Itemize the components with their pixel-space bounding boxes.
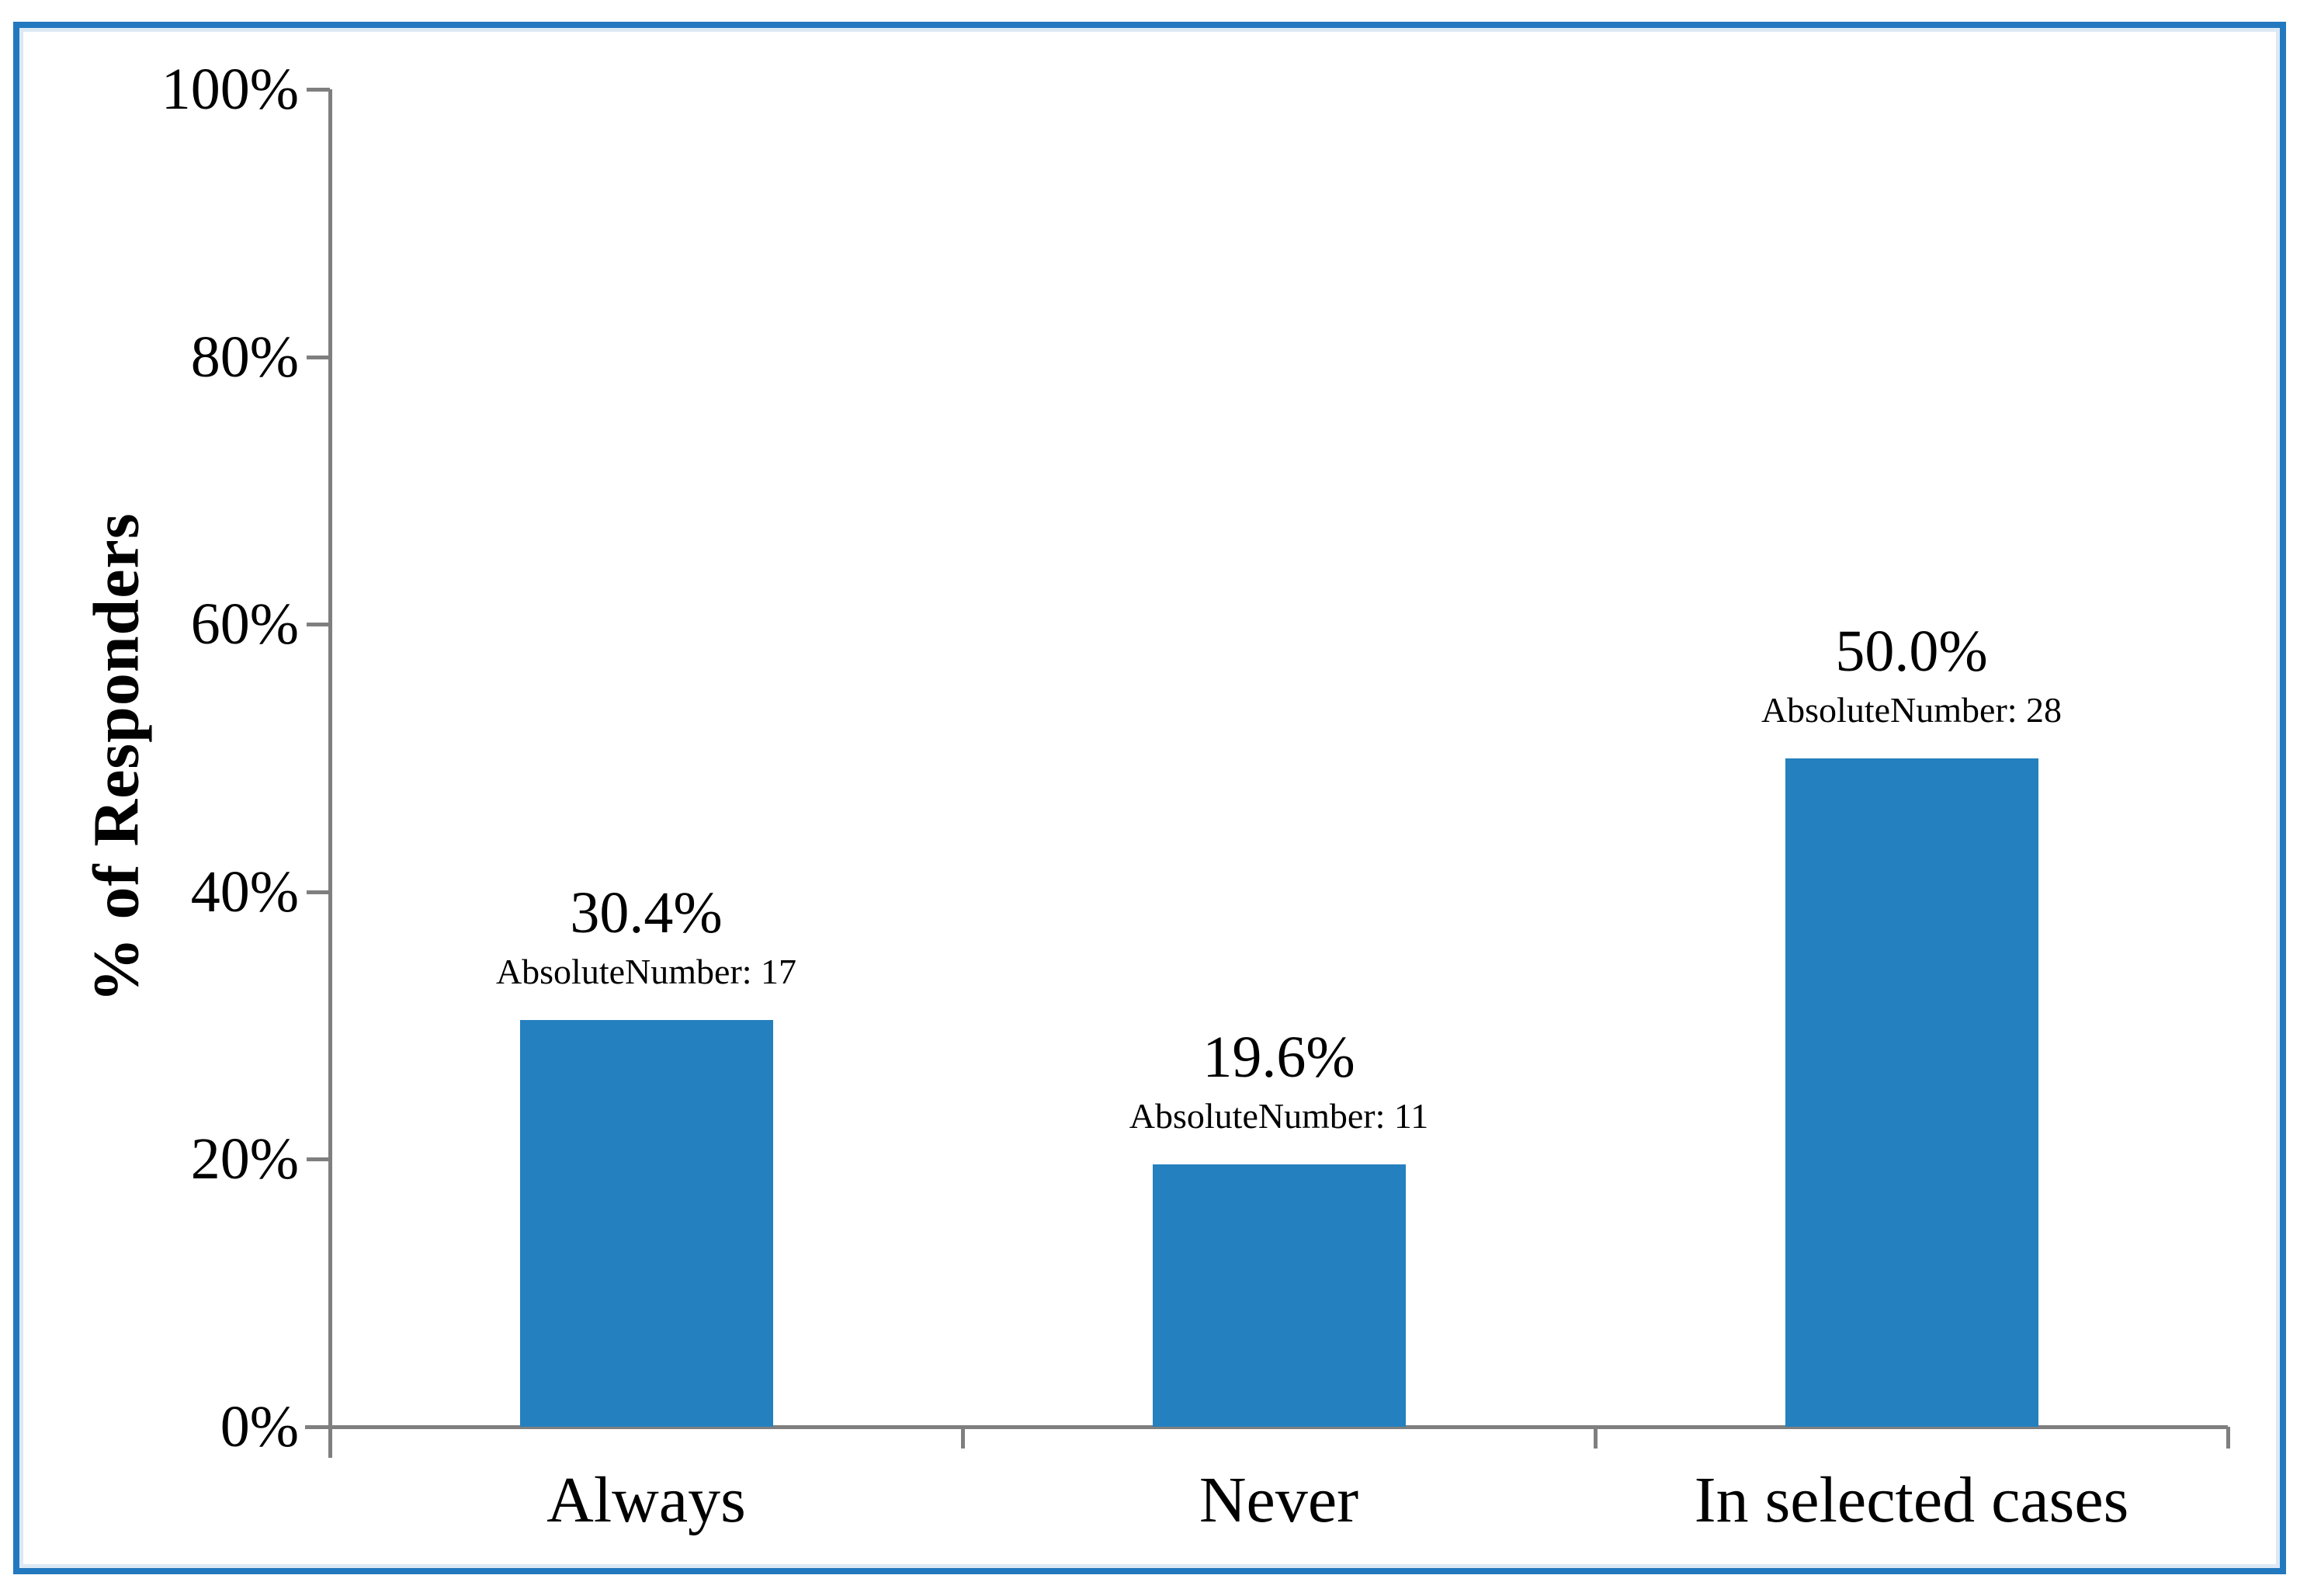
bar-value-label: 30.4% [570,880,723,946]
x-axis-line [305,1425,2228,1429]
category-label-never: Never [1199,1464,1359,1536]
y-tick [307,355,330,359]
x-tick [2226,1427,2230,1449]
bar-in-selected-cases [1785,758,2038,1427]
y-tick [307,1425,330,1429]
y-tick [307,890,330,894]
y-tick [307,623,330,627]
bar-absolute-label: AbsoluteNumber: 28 [1761,689,2062,730]
y-tick-label: 100% [161,57,299,122]
bar-value-label: 19.6% [1202,1025,1355,1091]
category-label-in-selected-cases: In selected cases [1694,1464,2129,1536]
x-tick [1594,1427,1598,1449]
y-axis-line [328,89,332,1458]
y-tick-label: 40% [190,859,299,925]
bar-always [519,1020,773,1427]
y-tick [307,88,330,92]
y-tick-label: 60% [190,592,299,657]
category-label-always: Always [546,1464,746,1536]
bar-never [1152,1164,1406,1427]
x-tick [328,1427,332,1449]
y-tick-label: 0% [220,1394,299,1459]
bar-value-label: 50.0% [1835,618,1988,684]
y-tick-label: 20% [190,1126,299,1192]
y-tick-label: 80% [190,324,299,390]
bar-absolute-label: AbsoluteNumber: 17 [495,952,797,992]
x-tick [961,1427,965,1449]
bar-absolute-label: AbsoluteNumber: 11 [1129,1096,1429,1136]
y-tick [307,1157,330,1162]
